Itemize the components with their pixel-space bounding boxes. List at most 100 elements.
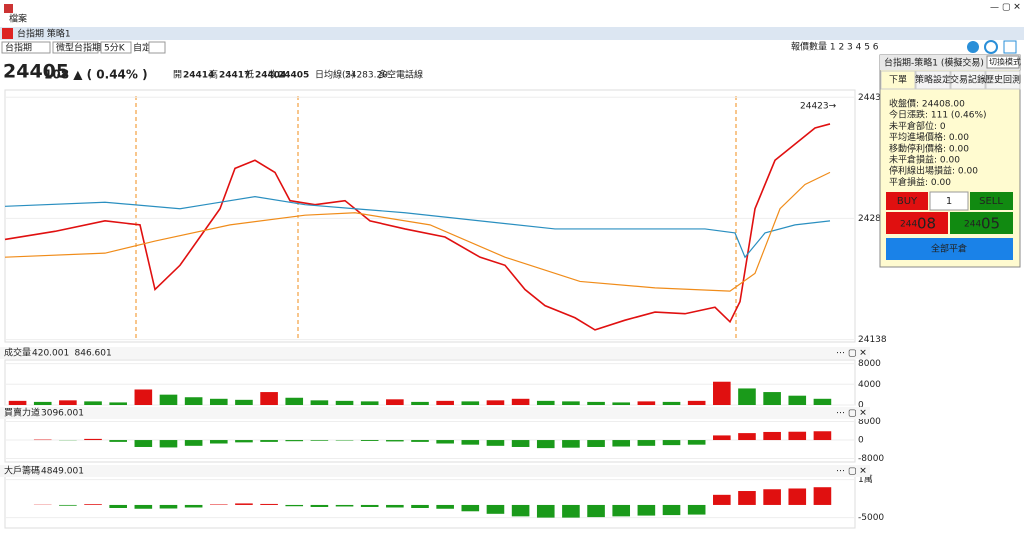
bar <box>738 388 756 405</box>
bar <box>612 505 630 516</box>
bar <box>788 432 806 440</box>
indicator-value: 3096.001 <box>41 409 84 419</box>
bar <box>135 389 153 405</box>
indicator-value: 846.601 <box>75 349 112 359</box>
bar <box>638 440 656 446</box>
y-tick-label: -5000 <box>858 513 884 523</box>
symbol: 台指期 <box>5 42 32 54</box>
bar <box>537 401 555 405</box>
bar <box>411 402 429 405</box>
bar <box>713 382 731 405</box>
icon-list[interactable] <box>1004 41 1016 53</box>
bar <box>84 504 102 505</box>
inner-icon <box>2 28 13 39</box>
bar <box>411 440 429 442</box>
menu-file[interactable]: 檔案 <box>9 13 27 25</box>
window-title: 台指期 策略1 <box>17 28 71 40</box>
bar <box>587 402 605 405</box>
price-line <box>5 197 830 258</box>
info-line: 今日漲跌: 111 (0.46%) <box>889 109 987 121</box>
tab-label: 歷史回測 <box>985 74 1021 86</box>
bar <box>160 505 178 509</box>
bar <box>311 505 329 507</box>
icon-refresh[interactable] <box>985 41 997 53</box>
open-label: 開 <box>173 70 182 81</box>
panel-controls[interactable]: ⋯ ▢ ✕ <box>836 467 867 477</box>
period: 5分K <box>104 43 126 54</box>
tabs: 下單策略設定交易記錄歷史回測 <box>881 71 1021 89</box>
close-label: 收 <box>268 69 277 81</box>
price-change: 108 ▲ ( 0.44% ) <box>44 68 148 82</box>
bar <box>185 440 203 446</box>
bar <box>311 400 329 405</box>
bar <box>587 505 605 517</box>
y-tick-label: 8000 <box>858 359 881 369</box>
bar <box>59 400 77 405</box>
bar <box>612 402 630 405</box>
qty: 1 <box>946 196 952 207</box>
bar <box>285 398 303 405</box>
bar <box>34 402 52 405</box>
bar <box>512 505 530 516</box>
bar <box>713 435 731 440</box>
bar <box>487 440 505 446</box>
bar <box>487 505 505 514</box>
bar <box>738 491 756 505</box>
mode-label: 切換模式 <box>989 57 1021 67</box>
bar <box>462 505 480 511</box>
bar <box>512 399 530 405</box>
info-line: 收盤價: 24408.00 <box>889 98 965 110</box>
bar <box>135 440 153 447</box>
high-label: 高 <box>209 69 218 81</box>
bar <box>210 399 228 405</box>
bar <box>210 504 228 505</box>
bar <box>361 401 379 405</box>
bar <box>235 440 253 442</box>
info-line: 未平倉部位: 0 <box>889 120 946 132</box>
bar <box>612 440 630 446</box>
bar <box>361 505 379 507</box>
bar <box>587 440 605 447</box>
bar <box>688 401 706 405</box>
bar <box>260 504 278 505</box>
info-line: 平均進場價格: 0.00 <box>889 131 969 143</box>
bar <box>763 489 781 505</box>
panel-controls[interactable]: ⋯ ▢ ✕ <box>836 349 867 359</box>
bar <box>738 433 756 440</box>
bar <box>109 505 127 508</box>
bar <box>260 392 278 405</box>
bar <box>562 505 580 518</box>
contract: 微型台指期 <box>56 42 101 54</box>
sell-label: SELL <box>979 196 1003 207</box>
bar <box>386 399 404 405</box>
bar <box>638 401 656 405</box>
custom-input[interactable] <box>149 42 165 53</box>
bar <box>562 401 580 405</box>
window-controls[interactable]: — ▢ ✕ <box>990 3 1021 13</box>
y-tick-label: 4000 <box>858 380 881 390</box>
bar <box>663 440 681 445</box>
buy-label: BUY <box>897 196 918 207</box>
bar <box>185 397 203 405</box>
title-bar <box>0 0 1024 26</box>
bar <box>235 503 253 505</box>
info-line: 未平倉損益: 0.00 <box>889 154 960 166</box>
bar <box>411 505 429 508</box>
bar <box>210 440 228 443</box>
bar <box>386 505 404 508</box>
price-line <box>5 124 830 330</box>
bar <box>462 440 480 445</box>
bar <box>361 440 379 441</box>
buy-price-a: 244 <box>900 220 917 230</box>
bar <box>487 400 505 405</box>
quote-count: 報價數量 1 2 3 4 5 6 <box>791 41 879 53</box>
ma-note: 多空電話線 <box>378 69 423 81</box>
bar <box>537 505 555 518</box>
bar <box>185 505 203 508</box>
bar <box>336 401 354 405</box>
close-all: 全部平倉 <box>931 243 967 255</box>
icon-signal[interactable] <box>967 41 979 53</box>
panel-controls[interactable]: ⋯ ▢ ✕ <box>836 409 867 419</box>
